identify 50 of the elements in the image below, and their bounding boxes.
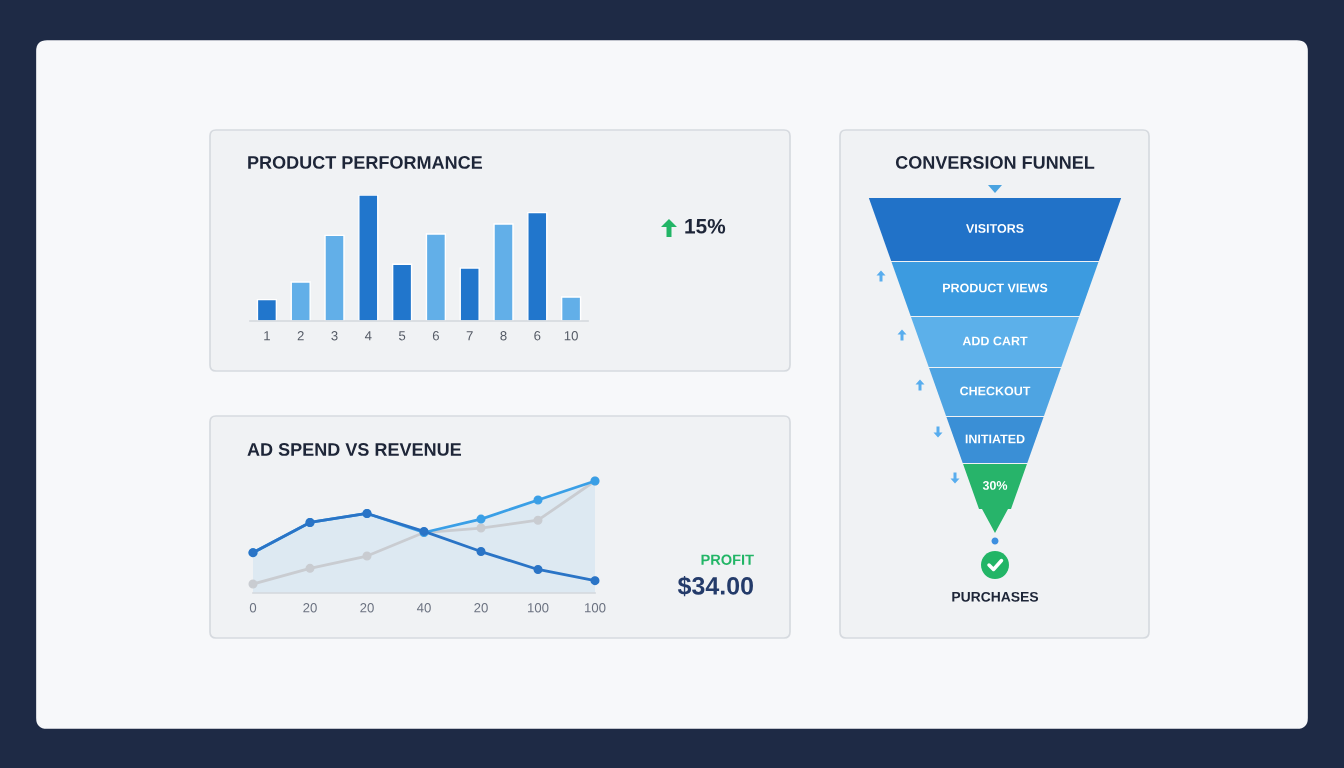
point bbox=[533, 564, 543, 574]
text: 15% bbox=[685, 218, 726, 234]
x-tick-label: 0 bbox=[249, 603, 257, 613]
x-tick-label: 100 bbox=[585, 603, 606, 613]
bar bbox=[425, 233, 447, 321]
x-tick-label: 6 bbox=[534, 331, 541, 341]
x-tick-label: 20 bbox=[303, 603, 317, 613]
point bbox=[476, 523, 486, 533]
x-tick-label: 5 bbox=[398, 331, 406, 341]
x-tick-label: 2 bbox=[297, 331, 304, 341]
bar bbox=[358, 195, 379, 321]
x-tick-label: 4 bbox=[364, 331, 372, 341]
bar bbox=[391, 263, 413, 321]
bar bbox=[324, 234, 345, 321]
bar bbox=[560, 296, 582, 321]
text: CONVERSION FUNNEL bbox=[895, 156, 1095, 169]
bar bbox=[459, 267, 480, 321]
category-label: 30% bbox=[982, 481, 1008, 490]
point bbox=[533, 495, 543, 505]
x-tick-label: 8 bbox=[500, 331, 507, 341]
bar bbox=[527, 211, 548, 321]
category-label: PRODUCT VIEWS bbox=[943, 283, 1048, 293]
point bbox=[305, 563, 315, 573]
x-tick-label: 3 bbox=[331, 331, 338, 341]
point bbox=[590, 576, 600, 586]
x-tick-label: 7 bbox=[466, 331, 473, 341]
category-label: ADD CART bbox=[962, 336, 1028, 346]
x-tick-label: 20 bbox=[474, 603, 488, 613]
point bbox=[248, 579, 258, 589]
x-tick-label: 6 bbox=[432, 331, 439, 341]
bar bbox=[256, 298, 278, 321]
point bbox=[533, 515, 543, 525]
chart-title: AD SPEND VS REVENUE bbox=[247, 443, 461, 456]
category-label: VISITORS bbox=[966, 224, 1024, 233]
category-label: INITIATED bbox=[965, 434, 1025, 444]
bar bbox=[493, 223, 514, 321]
point bbox=[476, 514, 486, 524]
bar bbox=[290, 281, 311, 321]
x-tick-label: 1 bbox=[264, 331, 270, 341]
x-tick-label: 20 bbox=[360, 603, 374, 613]
x-tick-label: 100 bbox=[528, 603, 549, 613]
x-tick-label: 10 bbox=[564, 331, 578, 341]
x-tick-label: 40 bbox=[416, 603, 431, 613]
point bbox=[476, 547, 486, 557]
text: PROFIT bbox=[701, 554, 754, 565]
point bbox=[362, 551, 372, 561]
text: PURCHASES bbox=[952, 591, 1039, 602]
category-label: CHECKOUT bbox=[960, 386, 1031, 396]
text: $34.00 bbox=[677, 575, 753, 597]
chart-title: PRODUCT PERFORMANCE bbox=[248, 156, 483, 169]
